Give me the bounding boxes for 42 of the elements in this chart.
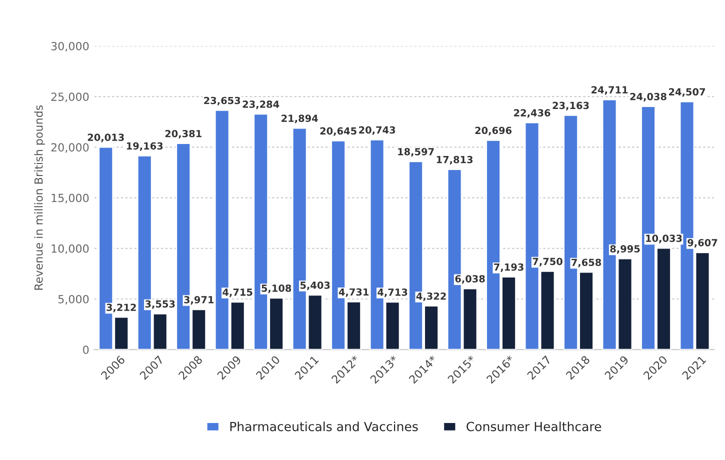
data-label: 20,743 [359,126,396,135]
data-label: 20,013 [88,134,124,142]
data-label: 24,507 [669,88,705,97]
legend-label: Consumer Healthcare [466,422,602,432]
data-label: 23,653 [204,96,240,106]
y-tick-label: 10,000 [52,244,89,254]
data-label: 24,038 [630,92,666,102]
data-label: 24,711 [592,86,628,95]
legend-label: Pharmaceuticals and Vaccines [230,422,418,432]
data-label: 23,284 [242,100,280,110]
data-label: 22,436 [514,109,550,118]
data-label: 5,403 [300,282,330,290]
data-label: 19,163 [126,142,163,151]
data-label: 3,971 [184,296,214,305]
data-label: 4,713 [378,288,408,298]
data-label: 18,597 [398,148,434,157]
data-label: 21,894 [282,114,318,124]
y-tick-label: 5,000 [58,294,89,305]
data-label: 10,033 [646,234,682,244]
data-label: 6,038 [455,275,485,284]
data-label: 4,731 [338,288,369,297]
data-label: 3,212 [106,304,136,312]
y-axis-title: Revenue in million British pounds [34,105,45,290]
y-tick-label: 30,000 [51,42,89,52]
data-label: 7,658 [572,258,602,268]
data-label: 20,645 [320,127,356,136]
data-label: 20,696 [475,126,512,136]
data-label: 9,607 [688,238,718,248]
data-label: 20,381 [165,130,202,139]
data-label: 4,322 [416,292,446,302]
data-label: 7,193 [494,263,524,272]
data-label: 17,813 [436,156,473,165]
data-label: 23,163 [552,102,589,110]
y-tick-label: 20,000 [51,143,89,153]
data-label: 8,995 [610,245,640,254]
data-label: 7,750 [532,258,562,266]
y-tick-label: 25,000 [51,92,89,102]
y-tick-label: 15,000 [52,194,89,204]
data-label: 4,715 [222,288,252,298]
data-label: 5,108 [262,284,292,294]
y-tick-label: 0 [83,346,89,354]
data-label: 3,553 [145,300,175,309]
